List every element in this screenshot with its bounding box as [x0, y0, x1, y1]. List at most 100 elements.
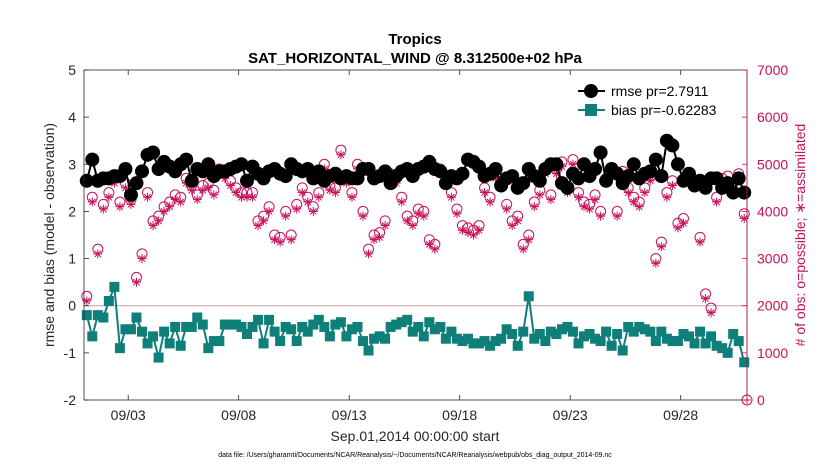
y-tick-label: -1	[64, 345, 77, 361]
assimilated-obs-point	[347, 192, 357, 202]
assimilated-obs-point	[281, 211, 291, 221]
y-tick-label: 3	[68, 156, 76, 172]
assimilated-obs-point	[336, 150, 346, 160]
rmse-point	[681, 166, 696, 181]
y-right-tick-label: 0	[757, 392, 765, 408]
bias-point	[656, 326, 667, 337]
plot-area	[84, 70, 747, 400]
bias-point	[297, 321, 308, 332]
bias-point	[584, 329, 595, 339]
bias-point	[529, 333, 540, 344]
assimilated-obs-point	[402, 216, 412, 226]
rmse-point	[135, 164, 150, 179]
rmse-point	[626, 157, 641, 172]
assimilated-obs-point	[98, 204, 108, 214]
bias-point	[346, 324, 357, 335]
assimilated-obs-point	[634, 202, 644, 212]
rmse-point	[123, 187, 138, 202]
bias-point	[739, 357, 750, 368]
assimilated-obs-point	[87, 197, 97, 207]
bias-point	[247, 321, 258, 332]
legend-bias-label: bias pr=-0.62283	[611, 102, 717, 118]
bias-point	[92, 310, 103, 321]
rmse-point	[85, 152, 100, 167]
bias-point	[695, 326, 706, 337]
assimilated-obs-point	[231, 188, 241, 198]
bias-point	[689, 338, 700, 349]
bias-point	[595, 336, 606, 347]
assimilated-obs-point	[706, 308, 716, 318]
y-tick-label: -2	[64, 392, 77, 408]
bias-point	[435, 321, 446, 332]
assimilated-obs-point	[502, 204, 512, 214]
bias-point	[280, 321, 291, 332]
rmse-point	[665, 138, 680, 153]
bias-point	[81, 310, 92, 321]
bias-point	[308, 319, 319, 330]
bias-point	[728, 329, 739, 339]
y-right-axis-ticks: 0 1000 2000 3000 4000 5000 6000 7000	[742, 62, 788, 408]
assimilated-obs-point	[286, 235, 296, 245]
bias-point	[335, 317, 346, 328]
assimilated-obs-point	[474, 225, 484, 235]
y-right-axis-label: # of obs: o=possible; ∗=assimilated	[792, 124, 808, 347]
rmse-point	[234, 157, 249, 172]
y-axis-label: rmse and bias (model - observation)	[41, 123, 57, 347]
bias-point	[706, 331, 717, 342]
bias-point	[330, 319, 341, 330]
bias-point	[142, 338, 153, 349]
rmse-point	[560, 180, 575, 195]
legend-rmse-marker	[584, 84, 598, 98]
bias-point	[125, 324, 136, 335]
rmse-point	[239, 173, 254, 188]
bias-point	[369, 333, 380, 344]
bias-point	[286, 324, 297, 335]
legend-box	[574, 76, 742, 122]
assimilated-obs-point	[640, 188, 650, 198]
assimilated-obs-point	[126, 199, 136, 209]
rmse-point	[648, 152, 663, 167]
bias-point	[374, 331, 385, 342]
bias-point	[523, 291, 534, 302]
y-right-tick-label: 5000	[757, 156, 788, 172]
bias-point	[192, 312, 203, 323]
rmse-point	[571, 171, 586, 186]
y-tick-label: 2	[68, 203, 76, 219]
assimilated-obs-point	[408, 221, 418, 231]
assimilated-obs-point	[629, 197, 639, 207]
bias-point	[700, 338, 711, 349]
assimilated-obs-point	[143, 192, 153, 202]
bias-point	[628, 326, 639, 337]
assimilated-obs-point	[264, 206, 274, 216]
rmse-point	[184, 173, 199, 188]
rmse-series	[79, 133, 752, 202]
bias-point	[148, 331, 159, 342]
y-right-tick-label: 1000	[757, 345, 788, 361]
rmse-point	[433, 164, 448, 179]
bias-point	[534, 329, 545, 339]
x-tick-label: 09/08	[221, 407, 256, 423]
assimilated-obs-point	[303, 197, 313, 207]
assimilated-obs-point	[529, 202, 539, 212]
bias-point	[275, 336, 286, 347]
bias-point	[225, 319, 236, 330]
bias-point	[678, 329, 689, 339]
assimilated-obs-point	[430, 244, 440, 254]
bias-point	[214, 336, 225, 347]
bias-point	[358, 336, 369, 347]
bias-point	[137, 326, 148, 337]
assimilated-obs-point	[165, 202, 175, 212]
bias-point	[159, 326, 170, 337]
x-tick-label: 09/28	[663, 407, 698, 423]
rmse-point	[146, 145, 161, 160]
assimilated-obs-point	[573, 192, 583, 202]
bias-point	[203, 343, 214, 354]
assimilated-obs-point	[651, 258, 661, 268]
bias-point	[634, 321, 645, 332]
bias-point	[667, 336, 678, 347]
rmse-point	[179, 152, 194, 167]
bias-point	[590, 333, 601, 344]
bias-point	[733, 336, 744, 347]
bias-point	[363, 345, 374, 356]
bias-point	[567, 326, 578, 337]
